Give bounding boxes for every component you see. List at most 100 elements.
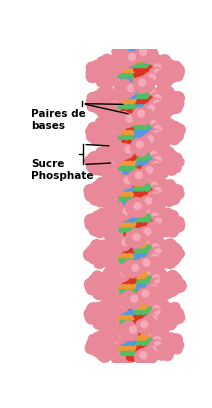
Circle shape bbox=[137, 106, 145, 114]
Circle shape bbox=[135, 50, 143, 58]
Circle shape bbox=[112, 88, 126, 102]
Circle shape bbox=[144, 261, 154, 271]
Circle shape bbox=[171, 61, 181, 71]
Circle shape bbox=[138, 110, 144, 117]
Circle shape bbox=[169, 133, 180, 145]
Circle shape bbox=[113, 131, 120, 137]
Circle shape bbox=[138, 317, 146, 325]
Circle shape bbox=[153, 275, 159, 282]
Circle shape bbox=[127, 296, 141, 309]
Circle shape bbox=[119, 184, 127, 191]
Circle shape bbox=[127, 50, 134, 58]
Circle shape bbox=[129, 317, 136, 325]
Circle shape bbox=[106, 247, 120, 261]
Circle shape bbox=[110, 252, 124, 266]
Circle shape bbox=[118, 194, 126, 202]
Circle shape bbox=[167, 225, 179, 237]
Circle shape bbox=[164, 69, 174, 80]
Circle shape bbox=[137, 178, 145, 186]
Circle shape bbox=[113, 162, 120, 169]
Circle shape bbox=[171, 64, 184, 77]
Circle shape bbox=[142, 347, 155, 360]
Circle shape bbox=[89, 308, 100, 319]
Circle shape bbox=[133, 184, 141, 191]
Circle shape bbox=[86, 130, 98, 142]
Circle shape bbox=[110, 211, 123, 225]
Circle shape bbox=[129, 111, 137, 119]
Circle shape bbox=[125, 51, 135, 62]
Circle shape bbox=[135, 209, 143, 217]
Circle shape bbox=[122, 78, 136, 91]
Circle shape bbox=[146, 220, 153, 227]
Circle shape bbox=[99, 212, 112, 224]
Circle shape bbox=[143, 184, 151, 191]
Circle shape bbox=[97, 304, 108, 315]
Circle shape bbox=[159, 332, 171, 344]
Circle shape bbox=[120, 300, 127, 307]
Circle shape bbox=[95, 127, 107, 140]
Circle shape bbox=[97, 88, 107, 98]
Circle shape bbox=[162, 307, 172, 317]
Circle shape bbox=[167, 67, 179, 78]
Circle shape bbox=[140, 250, 148, 258]
Circle shape bbox=[136, 271, 144, 279]
Circle shape bbox=[98, 192, 109, 203]
Circle shape bbox=[87, 245, 99, 257]
Circle shape bbox=[115, 348, 126, 359]
Circle shape bbox=[148, 304, 162, 317]
Circle shape bbox=[124, 261, 132, 268]
Circle shape bbox=[99, 245, 109, 255]
Circle shape bbox=[89, 183, 102, 195]
Circle shape bbox=[100, 136, 109, 145]
Circle shape bbox=[131, 235, 139, 242]
Circle shape bbox=[157, 123, 168, 134]
Circle shape bbox=[114, 206, 128, 219]
Circle shape bbox=[95, 342, 109, 356]
Circle shape bbox=[131, 139, 145, 153]
Circle shape bbox=[154, 100, 161, 107]
Circle shape bbox=[141, 177, 154, 191]
Circle shape bbox=[155, 280, 162, 287]
Circle shape bbox=[163, 340, 175, 352]
Circle shape bbox=[132, 203, 139, 210]
Circle shape bbox=[159, 116, 171, 129]
Circle shape bbox=[102, 198, 115, 211]
Circle shape bbox=[133, 111, 141, 119]
Circle shape bbox=[134, 83, 148, 97]
Circle shape bbox=[128, 127, 136, 135]
Circle shape bbox=[117, 226, 131, 240]
Circle shape bbox=[172, 163, 181, 173]
Circle shape bbox=[111, 142, 124, 155]
Circle shape bbox=[125, 321, 132, 328]
Circle shape bbox=[94, 247, 105, 258]
Circle shape bbox=[139, 194, 146, 202]
Circle shape bbox=[131, 235, 139, 242]
Circle shape bbox=[155, 237, 165, 247]
Circle shape bbox=[116, 220, 124, 227]
Circle shape bbox=[132, 142, 140, 150]
Circle shape bbox=[132, 261, 140, 268]
Circle shape bbox=[157, 78, 166, 87]
Circle shape bbox=[145, 116, 158, 129]
Circle shape bbox=[108, 330, 120, 342]
Circle shape bbox=[110, 235, 123, 247]
Circle shape bbox=[149, 309, 163, 323]
Circle shape bbox=[106, 155, 120, 169]
Circle shape bbox=[145, 78, 155, 88]
Circle shape bbox=[89, 223, 102, 236]
Circle shape bbox=[106, 186, 120, 200]
Circle shape bbox=[159, 213, 169, 224]
Circle shape bbox=[94, 347, 106, 359]
Circle shape bbox=[140, 145, 150, 155]
Circle shape bbox=[129, 142, 137, 150]
Circle shape bbox=[118, 290, 128, 300]
Circle shape bbox=[117, 237, 131, 251]
Circle shape bbox=[166, 246, 179, 258]
Circle shape bbox=[146, 227, 155, 237]
Circle shape bbox=[165, 188, 175, 198]
Circle shape bbox=[100, 299, 112, 311]
Circle shape bbox=[151, 213, 158, 220]
Circle shape bbox=[122, 228, 129, 235]
Circle shape bbox=[169, 303, 180, 313]
Circle shape bbox=[138, 170, 148, 180]
